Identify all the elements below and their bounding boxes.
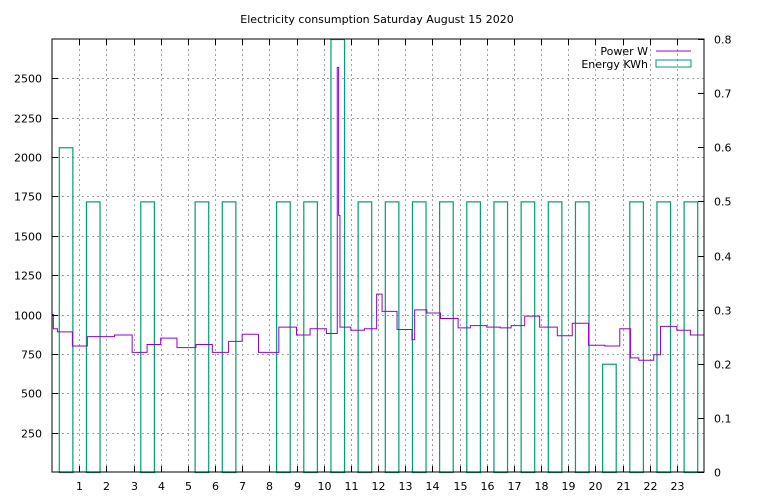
- y-tick-label: 2250: [14, 113, 42, 126]
- energy-bar: [602, 363, 617, 474]
- energy-bar: [683, 201, 699, 474]
- x-tick-label: 13: [399, 480, 413, 493]
- legend-label-power: Power W: [600, 45, 648, 58]
- x-tick-label: 6: [212, 480, 219, 493]
- x-tick-label: 19: [562, 480, 576, 493]
- energy-bar: [85, 201, 101, 474]
- legend-swatch-energy: [655, 59, 692, 68]
- energy-bar: [520, 201, 536, 474]
- x-tick-label: 9: [294, 480, 301, 493]
- legend-label-energy: Energy KWh: [581, 58, 648, 71]
- energy-bar: [493, 201, 509, 474]
- energy-bar: [547, 201, 563, 474]
- y2-tick-label: 0.6: [714, 142, 732, 155]
- x-tick-label: 8: [266, 480, 273, 493]
- x-tick-label: 15: [454, 480, 468, 493]
- y-tick-label: 2500: [14, 73, 42, 86]
- energy-bar: [629, 201, 644, 474]
- power-line: [52, 66, 705, 361]
- y2-tick-label: 0.1: [714, 413, 732, 426]
- chart-title: Electricity consumption Saturday August …: [240, 13, 513, 26]
- x-tick-label: 10: [318, 480, 332, 493]
- y-tick-label: 1250: [14, 270, 42, 283]
- y-tick-label: 1000: [14, 310, 42, 323]
- x-tick-label: 18: [535, 480, 549, 493]
- x-tick-label: 1: [76, 480, 83, 493]
- x-tick-label: 20: [589, 480, 603, 493]
- energy-bar: [466, 201, 481, 474]
- x-tick-label: 12: [372, 480, 386, 493]
- energy-bar: [656, 201, 672, 474]
- x-tick-label: 16: [481, 480, 495, 493]
- y2-tick-label: 0.8: [714, 34, 732, 47]
- energy-bar: [194, 201, 210, 474]
- y2-tick-label: 0: [714, 467, 721, 480]
- y2-tick-label: 0.7: [714, 88, 732, 101]
- energy-bar: [303, 201, 318, 474]
- axis-ticks: 1 2 3 4 5 6 7 8 9 10 11 12 13 14 15 16 17 18 19 20 21 22 23250…: [14, 34, 732, 494]
- energy-bar: [439, 201, 454, 474]
- x-tick-label: 14: [426, 480, 440, 493]
- energy-bar: [221, 201, 237, 474]
- y2-tick-label: 0.2: [714, 359, 732, 372]
- y-tick-label: 1500: [14, 231, 42, 244]
- energy-bar: [357, 201, 373, 474]
- y2-tick-label: 0.5: [714, 196, 732, 209]
- energy-bar: [58, 147, 74, 474]
- energy-bar: [574, 201, 590, 474]
- y-tick-label: 2000: [14, 152, 42, 165]
- x-tick-label: 2: [103, 480, 110, 493]
- x-tick-label: 4: [158, 480, 165, 493]
- y-tick-label: 750: [21, 349, 42, 362]
- x-tick-label: 23: [671, 480, 685, 493]
- legend: Power W Energy KWh: [581, 45, 692, 71]
- x-tick-label: 22: [644, 480, 658, 493]
- y2-tick-label: 0.4: [714, 251, 732, 264]
- grid: [52, 39, 704, 472]
- power-series-line: [52, 66, 705, 361]
- x-tick-label: 11: [345, 480, 359, 493]
- energy-bar: [140, 201, 155, 474]
- y-tick-label: 1750: [14, 191, 42, 204]
- x-tick-label: 21: [617, 480, 631, 493]
- x-tick-label: 17: [508, 480, 522, 493]
- y2-tick-label: 0.3: [714, 305, 732, 318]
- x-tick-label: 5: [185, 480, 192, 493]
- energy-bar: [384, 201, 400, 474]
- y-tick-label: 250: [21, 428, 42, 441]
- x-tick-label: 3: [131, 480, 138, 493]
- y-tick-label: 500: [21, 388, 42, 401]
- x-tick-label: 7: [239, 480, 246, 493]
